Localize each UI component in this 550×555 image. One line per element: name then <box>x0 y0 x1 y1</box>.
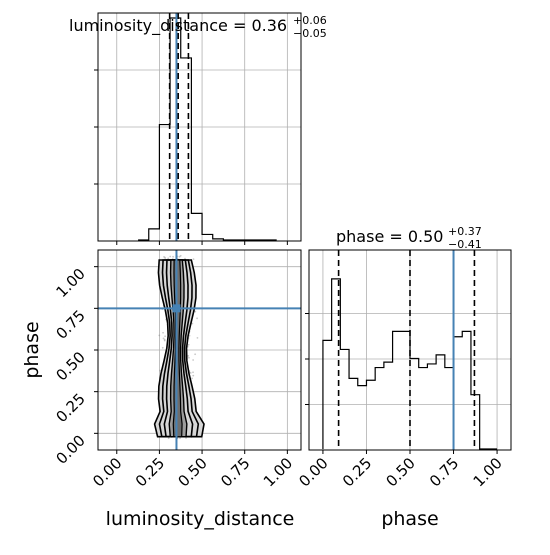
title-phase-minus: −0.41 <box>448 238 482 251</box>
sample-point <box>172 255 174 258</box>
y-tick-label: 0.75 <box>52 306 88 342</box>
sample-point <box>179 254 182 257</box>
tick-marks <box>305 313 309 405</box>
sample-point <box>191 322 194 325</box>
sample-point <box>161 346 164 349</box>
sample-point <box>164 335 167 338</box>
sample-point <box>163 256 165 258</box>
title-luminosity-distance-plus: +0.06 <box>293 14 327 27</box>
x-tick-label: 0.00 <box>295 454 331 490</box>
hist-phase-panel: 0.00 0.25 0.50 0.75 1.00 phase phase = 0.50 … <box>295 225 512 530</box>
sample-point <box>163 338 166 341</box>
sample-point <box>167 437 170 440</box>
x-tick-label: 0.50 <box>175 454 211 490</box>
x-tick-label: 1.00 <box>260 454 296 490</box>
x-tick-labels: 0.00 0.25 0.50 0.75 1.00 <box>295 450 506 490</box>
x-tick-label: 0.75 <box>217 454 253 490</box>
sample-point <box>192 258 195 261</box>
density-contours <box>153 259 205 438</box>
histogram-step <box>138 17 277 241</box>
hist-luminosity-distance-panel: luminosity_distance = 0.36 +0.06 −0.05 <box>69 12 327 245</box>
sample-point <box>192 374 195 377</box>
sample-point <box>162 331 164 334</box>
truth-lines <box>98 250 301 450</box>
truth-marker <box>172 304 181 313</box>
sample-point <box>192 371 194 374</box>
sample-point <box>184 257 186 260</box>
x-tick-label: 0.00 <box>89 454 125 490</box>
sample-point <box>164 256 166 259</box>
y-tick-label: 0.50 <box>52 348 88 384</box>
sample-point <box>185 437 187 439</box>
y-tick-label: 0.25 <box>52 390 88 426</box>
title-luminosity-distance-minus: −0.05 <box>293 27 327 40</box>
sample-point <box>162 337 165 340</box>
sample-point <box>192 359 195 361</box>
x-tick-label: 0.25 <box>339 454 375 490</box>
sample-point <box>189 372 192 374</box>
sample-point <box>167 257 170 260</box>
histogram <box>138 17 277 241</box>
x-tick-labels: 0.00 0.25 0.50 0.75 1.00 <box>89 450 296 490</box>
x-axis-label: luminosity_distance <box>106 508 295 530</box>
y-axis-label: phase <box>21 321 43 378</box>
x-axis-label: phase <box>381 508 438 530</box>
sample-point <box>187 343 190 346</box>
title-phase-plus: +0.37 <box>448 225 482 238</box>
sample-point <box>178 255 181 258</box>
scatter-panel: 0.00 0.25 0.50 0.75 1.00 0.000.250.500.751.0… <box>21 249 302 530</box>
quantile-lines <box>337 250 476 450</box>
title-phase: phase = 0.50 <box>336 227 443 246</box>
y-tick-labels: 0.00 0.25 0.50 0.75 1.00 <box>52 265 98 468</box>
sample-point <box>191 377 193 380</box>
sample-point <box>169 255 172 258</box>
x-tick-label: 0.25 <box>132 454 168 490</box>
x-tick-label: 0.75 <box>426 454 462 490</box>
y-tick-label: 1.00 <box>52 265 88 301</box>
tick-marks <box>94 69 288 245</box>
sample-point <box>163 339 166 342</box>
sample-point <box>179 437 181 440</box>
sample-point <box>158 334 161 337</box>
grid <box>98 13 301 241</box>
sample-point <box>187 354 190 357</box>
sample-point <box>194 353 197 356</box>
x-tick-label: 0.50 <box>382 454 418 490</box>
sample-point <box>196 336 199 339</box>
sample-point <box>188 334 191 337</box>
sample-point <box>187 356 190 359</box>
title-luminosity-distance: luminosity_distance = 0.36 <box>69 16 287 36</box>
x-tick-label: 1.00 <box>470 454 506 490</box>
sample-point <box>196 317 198 320</box>
y-tick-label: 0.00 <box>52 431 88 467</box>
quantile-lines <box>168 13 190 241</box>
sample-point <box>159 369 161 372</box>
sample-point <box>194 310 197 313</box>
contour-line <box>172 259 183 438</box>
